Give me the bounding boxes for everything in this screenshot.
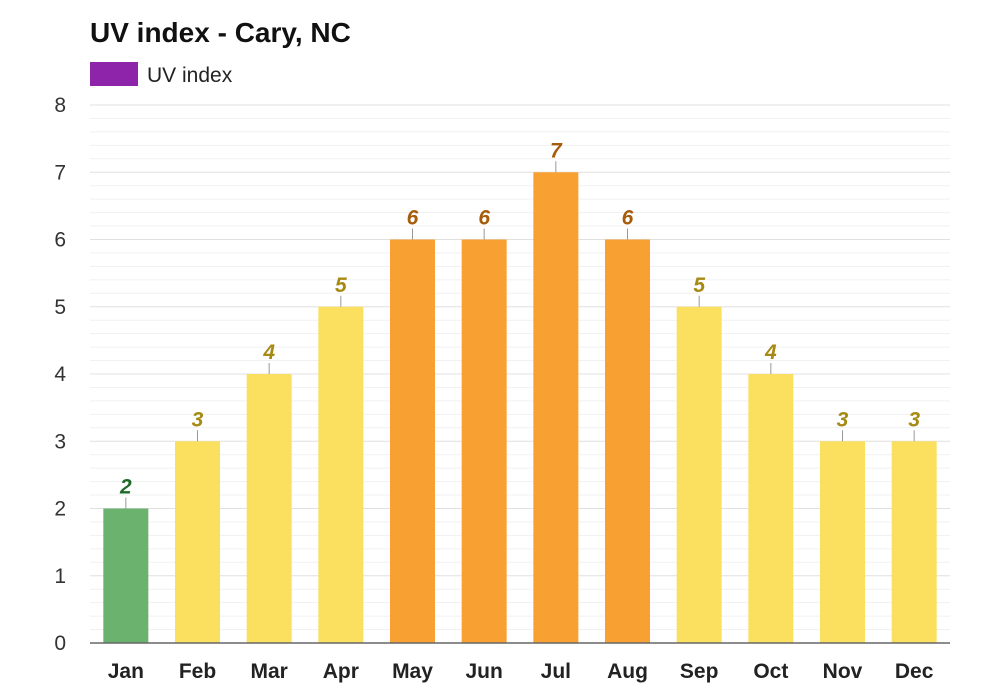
x-tick-jul: Jul [541, 660, 571, 683]
y-tick-label: 3 [54, 430, 66, 453]
x-tick-jan: Jan [108, 660, 144, 683]
bar-may [390, 239, 435, 643]
legend: UV index [90, 62, 233, 87]
grid-layer [90, 104, 950, 631]
data-label-may: 6 [407, 207, 419, 230]
x-tick-jun: Jun [465, 660, 502, 683]
y-tick-label: 2 [54, 498, 66, 521]
bar-dec [891, 441, 937, 643]
bar-sep [676, 306, 722, 643]
y-tick-label: 1 [54, 565, 66, 588]
data-label-jan: 2 [119, 476, 132, 499]
data-label-sep: 5 [693, 274, 705, 297]
y-tick-label: 0 [54, 632, 66, 655]
data-label-jun: 6 [478, 207, 490, 230]
x-tick-feb: Feb [179, 660, 216, 683]
data-label-jul: 7 [550, 139, 563, 162]
bar-nov [820, 441, 865, 643]
y-tick-label: 6 [54, 229, 66, 252]
bar-jun [461, 239, 507, 643]
bar-layer [103, 172, 937, 643]
bar-aug [605, 239, 650, 643]
data-label-apr: 5 [335, 274, 347, 297]
y-axis-ticks: 0 1 2 3 4 5 6 7 8 [54, 94, 66, 655]
y-tick-label: 5 [54, 296, 66, 319]
y-tick-label: 8 [54, 94, 66, 117]
data-label-nov: 3 [837, 408, 849, 431]
x-tick-sep: Sep [680, 660, 719, 683]
data-label-mar: 4 [262, 341, 275, 364]
x-tick-oct: Oct [753, 660, 788, 683]
x-tick-aug: Aug [607, 660, 648, 683]
bar-mar [246, 374, 292, 643]
x-tick-nov: Nov [823, 660, 863, 683]
data-labels: 2 3 4 5 6 6 7 6 5 4 3 3 [119, 139, 920, 509]
x-tick-mar: Mar [250, 660, 287, 683]
bar-feb [175, 441, 220, 643]
y-tick-label: 4 [54, 363, 66, 386]
data-label-oct: 4 [764, 341, 777, 364]
legend-label: UV index [147, 64, 233, 87]
x-tick-dec: Dec [895, 660, 934, 683]
bar-oct [748, 374, 794, 643]
data-label-dec: 3 [908, 408, 920, 431]
chart-title: UV index - Cary, NC [90, 17, 351, 48]
x-axis-ticks: Jan Feb Mar Apr May Jun Jul Aug Sep Oct Nov Dec [108, 660, 934, 683]
x-tick-apr: Apr [323, 660, 359, 683]
legend-swatch [90, 62, 138, 86]
bar-jul [533, 172, 579, 643]
data-label-aug: 6 [622, 207, 634, 230]
bar-apr [318, 306, 364, 643]
y-tick-label: 7 [54, 161, 66, 184]
bar-jan [103, 508, 149, 643]
data-label-feb: 3 [192, 408, 204, 431]
x-tick-may: May [392, 660, 433, 683]
